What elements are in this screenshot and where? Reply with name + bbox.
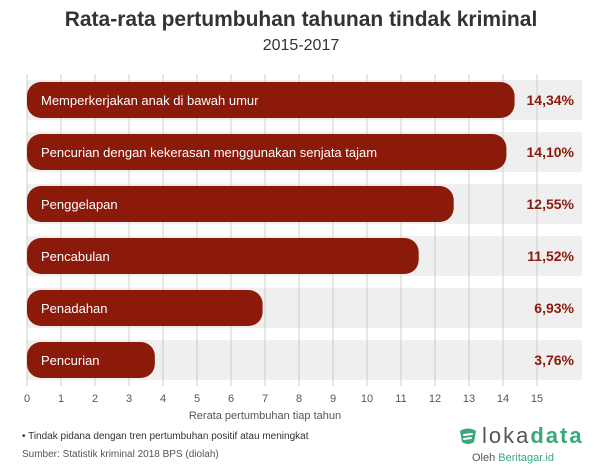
data-label: 14,34% bbox=[527, 92, 575, 108]
footnote: • Tindak pidana dengan tren pertumbuhan … bbox=[22, 431, 309, 442]
logo-by-prefix: Oleh bbox=[472, 452, 499, 464]
data-label: 14,10% bbox=[527, 144, 575, 160]
logo-byline: Oleh Beritagar.id bbox=[472, 452, 554, 464]
logo-word-2: data bbox=[530, 423, 584, 448]
x-tick-label: 0 bbox=[24, 393, 30, 405]
bar bbox=[27, 82, 515, 118]
bar bbox=[27, 134, 507, 170]
data-label: 12,55% bbox=[527, 196, 575, 212]
x-tick-label: 3 bbox=[126, 393, 132, 405]
x-tick-label: 15 bbox=[531, 393, 543, 405]
x-tick-label: 5 bbox=[194, 393, 200, 405]
x-tick-label: 4 bbox=[160, 393, 166, 405]
x-axis-label: Rerata pertumbuhan tiap tahun bbox=[189, 410, 341, 422]
category-label: Pencurian bbox=[41, 353, 100, 368]
data-label: 11,52% bbox=[527, 248, 574, 264]
logo-by-brand: Beritagar.id bbox=[498, 452, 554, 464]
lokadata-logo-icon bbox=[460, 428, 476, 444]
logo-wordmark: lokadata bbox=[482, 423, 584, 449]
x-tick-label: 13 bbox=[463, 393, 475, 405]
category-label: Penggelapan bbox=[41, 197, 118, 212]
data-label: 6,93% bbox=[534, 300, 574, 316]
x-tick-label: 10 bbox=[361, 393, 373, 405]
chart-title: Rata-rata pertumbuhan tahunan tindak kri… bbox=[64, 8, 538, 31]
category-label: Pencurian dengan kekerasan menggunakan s… bbox=[41, 145, 377, 160]
source-note: Sumber: Statistik kriminal 2018 BPS (dio… bbox=[22, 449, 219, 460]
x-tick-label: 8 bbox=[296, 393, 302, 405]
x-tick-label: 6 bbox=[228, 393, 234, 405]
lokadata-logo: lokadata Oleh Beritagar.id bbox=[458, 423, 598, 469]
bar bbox=[27, 186, 454, 222]
x-tick-label: 7 bbox=[262, 393, 268, 405]
category-label: Pencabulan bbox=[41, 249, 110, 264]
bar bbox=[27, 238, 419, 274]
x-tick-label: 11 bbox=[395, 393, 406, 405]
logo-word-1: loka bbox=[482, 423, 531, 448]
data-label: 3,76% bbox=[534, 352, 574, 368]
chart-subtitle: 2015-2017 bbox=[262, 37, 340, 54]
bar bbox=[27, 342, 155, 378]
category-label: Memperkerjakan anak di bawah umur bbox=[41, 93, 259, 108]
x-tick-label: 9 bbox=[330, 393, 336, 405]
x-tick-label: 2 bbox=[92, 393, 98, 405]
x-tick-label: 12 bbox=[429, 393, 441, 405]
x-tick-label: 14 bbox=[497, 393, 509, 405]
x-tick-label: 1 bbox=[58, 393, 64, 405]
category-label: Penadahan bbox=[41, 301, 108, 316]
bar bbox=[27, 290, 263, 326]
